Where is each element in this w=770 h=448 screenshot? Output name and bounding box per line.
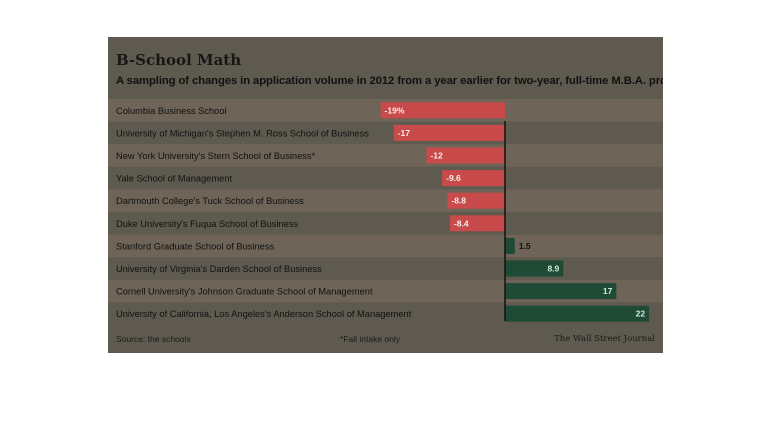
data-label: -19% — [385, 105, 405, 115]
chart-panel: B-School Math A sampling of changes in a… — [108, 37, 663, 353]
row-band — [108, 144, 663, 167]
data-label: -12 — [430, 151, 443, 161]
category-label: University of Virginia's Darden School o… — [116, 264, 322, 274]
category-label: University of California, Los Angeles's … — [116, 309, 412, 319]
bar-positive — [505, 260, 564, 277]
bar-negative — [426, 147, 505, 164]
bar-positive — [505, 283, 617, 300]
publisher-credit: The Wall Street Journal — [554, 334, 655, 344]
bar-negative — [442, 170, 505, 187]
bar-negative — [447, 192, 505, 209]
data-label: 22 — [636, 309, 646, 319]
bar-positive — [505, 305, 650, 322]
category-label: Duke University's Fuqua School of Busine… — [116, 219, 298, 229]
category-label: Columbia Business School — [116, 106, 227, 116]
category-label: Stanford Graduate School of Business — [116, 241, 274, 251]
row-band — [108, 189, 663, 212]
source-note: Source: the schools — [116, 334, 191, 344]
data-label: -8.8 — [451, 196, 466, 206]
bar-negative — [380, 102, 505, 119]
bar-positive — [505, 237, 515, 254]
data-label: -8.4 — [454, 218, 469, 228]
data-label: -9.6 — [446, 173, 461, 183]
category-label: Dartmouth College's Tuck School of Busin… — [116, 196, 304, 206]
footnote: *Fall intake only — [340, 334, 401, 344]
data-label: 1.5 — [519, 241, 531, 251]
bar-chart: Columbia Business School University of Mi… — [108, 99, 663, 322]
row-band — [108, 234, 663, 258]
bar-negative — [393, 124, 505, 141]
data-label: -17 — [398, 128, 411, 138]
chart-subtitle: A sampling of changes in application vol… — [116, 75, 663, 87]
data-label: 17 — [603, 286, 613, 296]
category-label: Yale School of Management — [116, 174, 233, 184]
category-label: University of Michigan's Stephen M. Ross… — [116, 128, 369, 138]
chart-title: B-School Math — [116, 51, 242, 69]
category-label: Cornell University's Johnson Graduate Sc… — [116, 287, 373, 297]
data-label: 8.9 — [547, 264, 559, 274]
category-label: New York University's Stern School of Bu… — [116, 151, 316, 161]
bar-negative — [449, 215, 505, 232]
